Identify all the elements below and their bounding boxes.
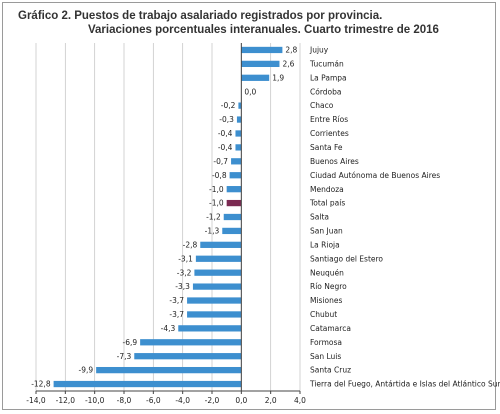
chart-title: Gráfico 2. Puestos de trabajo asalariado…: [18, 9, 488, 37]
bar: [235, 130, 242, 137]
data-label: -12,8: [31, 380, 51, 389]
bar: [178, 325, 242, 332]
axis-layer: -14,0 -12,0 -10,0 -8,0 -6,0 -4,0 -2,0 0,0 2,0 4,0: [26, 43, 306, 405]
bar: [192, 283, 242, 290]
category-label: Corrientes: [310, 129, 349, 138]
bar: [241, 60, 280, 68]
bar: [53, 380, 242, 388]
bar: [195, 255, 242, 262]
data-label: -9,9: [78, 366, 93, 375]
bar: [223, 213, 242, 221]
data-label: -0,7: [213, 157, 228, 166]
data-label: -0,4: [218, 129, 233, 138]
data-label: -3,1: [178, 254, 193, 263]
bar: [200, 241, 242, 248]
category-label: Santiago del Estero: [310, 254, 383, 263]
data-label: 1,9: [272, 73, 284, 82]
data-label: -0,8: [212, 171, 227, 180]
bar: [96, 366, 242, 374]
category-label: Ciudad Autónoma de Buenos Aires: [310, 171, 440, 180]
bar: [231, 158, 242, 165]
x-tick-label: 4,0: [294, 396, 306, 405]
bar: [235, 144, 242, 151]
category-label: Chubut: [310, 310, 337, 319]
bar: [236, 116, 242, 123]
category-label: Mendoza: [310, 185, 344, 194]
data-label: -3,3: [175, 282, 190, 291]
category-label: Formosa: [310, 338, 342, 347]
label-layer: 2,8 Jujuy 2,6 Tucumán 1,9 La Pampa 0,0 Córdoba -…: [31, 46, 500, 389]
category-label: Santa Cruz: [310, 366, 351, 375]
bar: [134, 353, 242, 360]
x-tick-label: -10,0: [85, 396, 105, 405]
x-tick-label: -6,0: [146, 396, 161, 405]
data-label: -3,7: [169, 296, 184, 305]
x-tick-label: 0,0: [235, 396, 247, 405]
bar-layer: [53, 46, 283, 388]
x-tick-label: 2,0: [265, 396, 277, 405]
bar: [238, 102, 242, 109]
category-label: Tucumán: [309, 59, 344, 68]
data-label: -4,3: [161, 324, 176, 333]
data-label: -7,3: [117, 352, 132, 361]
bar: [222, 227, 242, 235]
data-label: -1,2: [206, 213, 221, 222]
category-label: San Juan: [310, 227, 343, 236]
bar-highlight: [226, 199, 242, 207]
category-label: San Luis: [310, 352, 341, 361]
data-label: -3,2: [177, 268, 192, 277]
bar: [241, 46, 283, 54]
chart-title-line-2: Variaciones porcentuales interanuales. C…: [88, 24, 439, 36]
category-label: Misiones: [310, 296, 343, 305]
category-label: Jujuy: [309, 46, 329, 55]
category-label: La Pampa: [310, 73, 347, 82]
category-label: Salta: [310, 213, 329, 222]
category-label: Córdoba: [310, 87, 341, 96]
category-label: Catamarca: [310, 324, 351, 333]
x-tick-label: -12,0: [56, 396, 76, 405]
bar: [187, 297, 242, 304]
data-label: -0,4: [218, 143, 233, 152]
data-label: -2,8: [183, 240, 198, 249]
data-label: -1,0: [209, 185, 224, 194]
data-label: -0,3: [219, 115, 234, 124]
category-label: Chaco: [310, 101, 334, 110]
x-tick-label: -8,0: [117, 396, 132, 405]
x-tick-label: -4,0: [175, 396, 190, 405]
bar: [140, 339, 242, 346]
bar: [241, 74, 270, 81]
x-tick-label: -14,0: [26, 396, 46, 405]
category-label: Santa Fe: [310, 143, 343, 152]
data-label: 2,6: [282, 59, 294, 68]
category-label: Río Negro: [310, 282, 347, 291]
data-label: -3,7: [169, 310, 184, 319]
bar: [194, 269, 242, 276]
category-label: Entre Ríos: [310, 115, 348, 124]
data-label: -1,0: [209, 199, 224, 208]
x-tick-label: -2,0: [205, 396, 220, 405]
category-label: Buenos Aires: [310, 157, 359, 166]
data-label: -1,3: [205, 227, 220, 236]
data-label: -6,9: [122, 338, 137, 347]
bar: [187, 311, 242, 318]
chart-title-line-1: Gráfico 2. Puestos de trabajo asalariado…: [18, 10, 383, 22]
category-label: Tierra del Fuego, Antártida e Islas del …: [309, 380, 500, 389]
bar: [229, 172, 242, 179]
data-label: 0,0: [244, 87, 256, 96]
bar: [226, 186, 242, 193]
grid-layer: [35, 43, 301, 391]
data-label: -0,2: [221, 101, 236, 110]
category-label: Total país: [309, 199, 345, 208]
data-label: 2,8: [285, 46, 297, 55]
category-label: Neuquén: [310, 268, 344, 277]
category-label: La Rioja: [310, 240, 340, 249]
chart-frame: [2, 2, 496, 410]
